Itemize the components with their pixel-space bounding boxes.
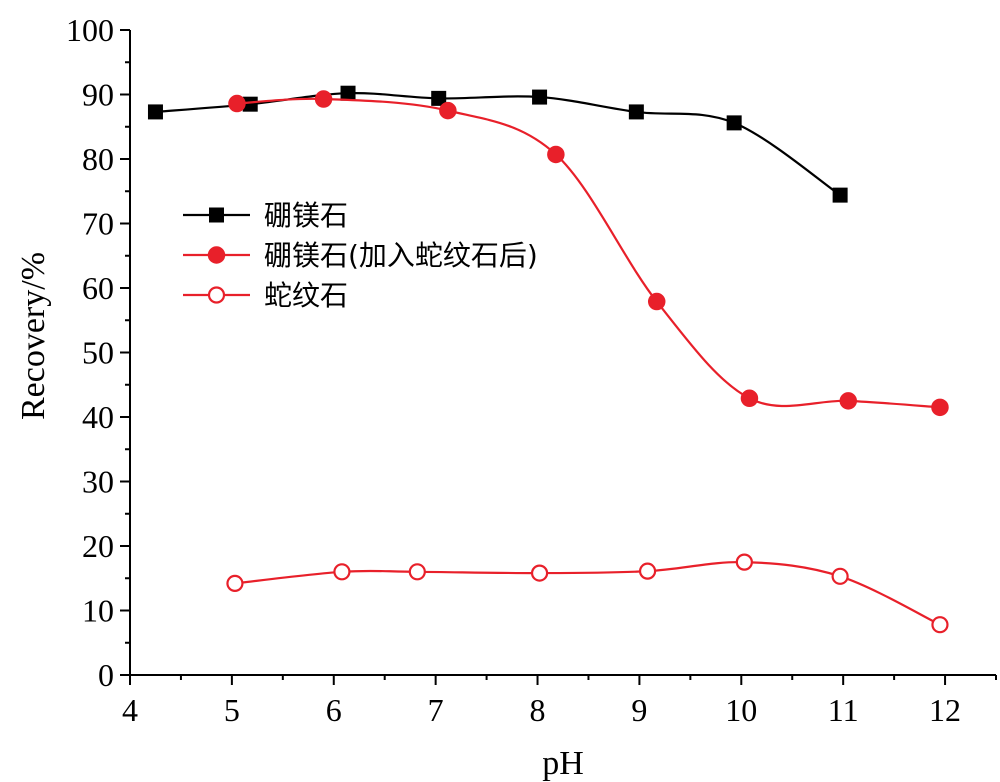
y-tick-label: 100: [66, 12, 114, 48]
x-tick-label: 10: [725, 692, 757, 728]
x-tick-label: 8: [530, 692, 546, 728]
legend-item-1: 硼镁石: [183, 199, 348, 232]
y-tick-label: 80: [82, 141, 114, 177]
data-point: [439, 101, 457, 120]
data-point: [147, 104, 163, 120]
legend-label: 蛇纹石: [264, 279, 348, 312]
data-point: [831, 567, 849, 585]
series-line: [236, 97, 941, 409]
data-point: [340, 85, 356, 101]
y-tick-label: 60: [82, 270, 114, 306]
data-point: [832, 187, 848, 203]
y-tick-label: 20: [82, 528, 114, 564]
series-layer: [147, 85, 949, 634]
x-tick-label: 5: [224, 692, 240, 728]
y-tick-label: 70: [82, 206, 114, 242]
y-tick-label: 40: [82, 399, 114, 435]
legend-item-2: 硼镁石(加入蛇纹石后): [183, 239, 538, 272]
data-point: [638, 562, 657, 580]
data-point: [647, 292, 666, 311]
data-point: [547, 145, 565, 164]
series-3: [226, 553, 949, 634]
data-point: [408, 563, 426, 581]
x-axis-label: pH: [542, 745, 584, 782]
series-1: [147, 85, 848, 203]
data-point: [735, 553, 753, 571]
x-tick-label: 4: [122, 692, 138, 728]
legend-label: 硼镁石: [264, 199, 348, 232]
data-point: [628, 104, 644, 120]
series-line: [155, 92, 841, 197]
legend-label: 硼镁石(加入蛇纹石后): [264, 239, 538, 272]
x-tick-label: 12: [929, 692, 961, 728]
legend-marker: [207, 246, 226, 264]
y-tick-label: 0: [98, 657, 114, 693]
data-point: [314, 90, 333, 108]
y-tick-label: 50: [82, 335, 114, 371]
y-tick-label: 90: [82, 77, 114, 113]
x-tick-label: 7: [428, 692, 444, 728]
axes: 0 10 20 30 40 50 60 70 80 90 100 4 5 6 7 8 9 10 11 12: [66, 12, 997, 728]
x-tick-label: 9: [631, 692, 647, 728]
data-point: [532, 89, 548, 105]
data-point: [431, 90, 447, 106]
data-point: [228, 94, 246, 113]
data-point: [226, 574, 244, 593]
data-point: [333, 563, 351, 581]
x-tick-label: 11: [828, 692, 859, 728]
data-point: [740, 389, 759, 408]
data-point: [931, 398, 949, 417]
legend-marker: [209, 207, 224, 223]
data-point: [931, 616, 949, 634]
legend-marker: [207, 286, 226, 304]
y-tick-label: 10: [82, 593, 114, 629]
series-2: [228, 90, 949, 417]
x-tick-label: 6: [326, 692, 342, 728]
y-axis-label: Recovery/%: [15, 252, 52, 420]
data-point: [530, 564, 549, 582]
data-point: [726, 115, 742, 131]
data-point: [839, 392, 858, 410]
y-tick-label: 30: [82, 464, 114, 500]
legend-item-3: 蛇纹石: [183, 279, 348, 312]
